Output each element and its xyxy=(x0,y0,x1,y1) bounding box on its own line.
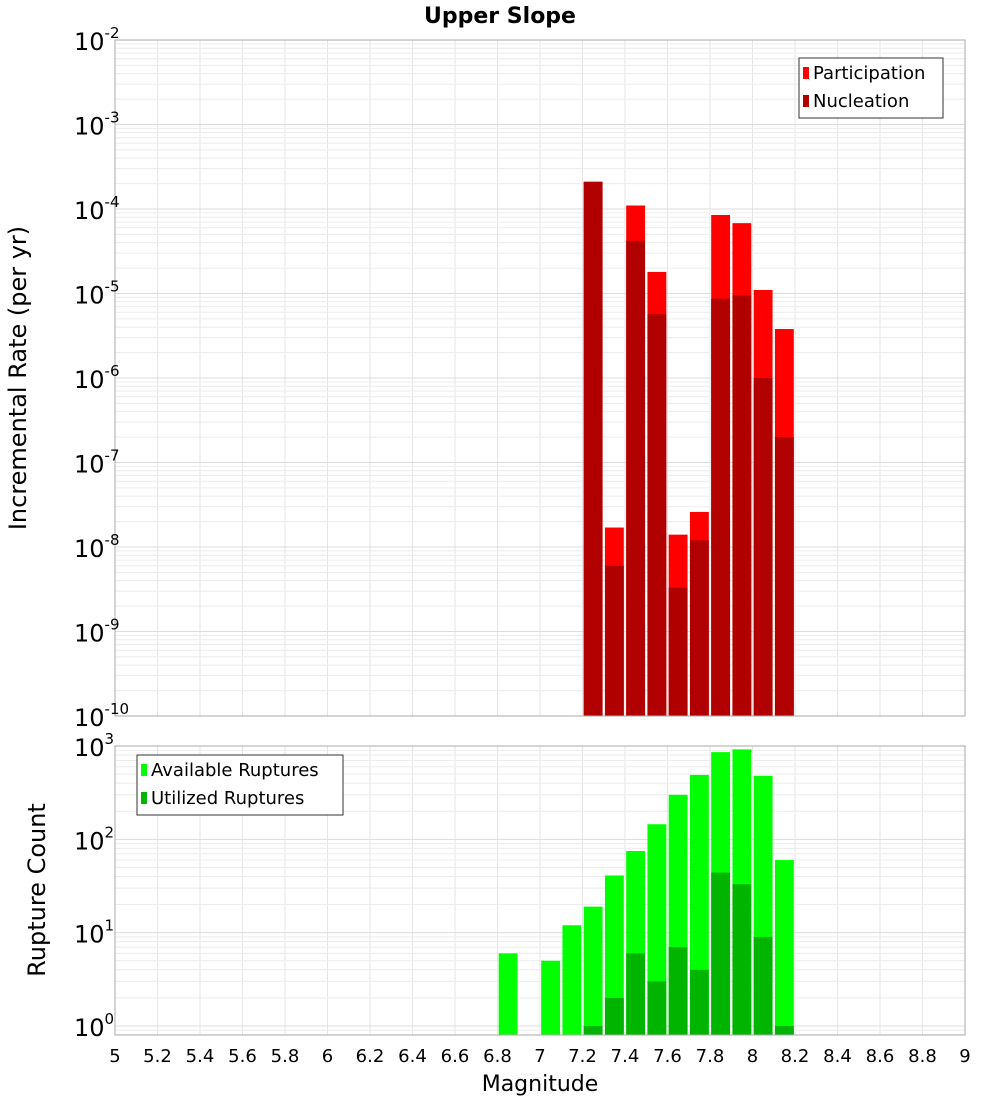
bar-nucleation xyxy=(711,298,731,716)
chart-title: Upper Slope xyxy=(424,4,576,29)
x-tick-label: 6.4 xyxy=(398,1046,427,1067)
y-tick-label: 10-2 xyxy=(74,24,120,56)
x-tick-label: 6.6 xyxy=(441,1046,470,1067)
bar-utilized-ruptures xyxy=(583,1025,603,1035)
bottom-y-tick-labels: 103 102 101 100 xyxy=(74,730,114,1042)
bar-available-ruptures xyxy=(498,953,518,1035)
top-y-tick-labels: 10-2 10-3 10-4 10-5 10-6 10-7 10-8 10-9 10-10 xyxy=(74,24,129,732)
bar-nucleation xyxy=(774,437,794,716)
bar-nucleation xyxy=(583,181,603,717)
bar-nucleation xyxy=(753,378,773,716)
x-tick-label: 6 xyxy=(322,1046,333,1067)
x-tick-label: 7 xyxy=(534,1046,545,1067)
x-tick-label: 8.8 xyxy=(908,1046,937,1067)
bar-utilized-ruptures xyxy=(668,947,688,1035)
y-tick-label: 10-8 xyxy=(74,531,120,563)
x-tick-label: 5 xyxy=(109,1046,120,1067)
legend-label: Nucleation xyxy=(813,91,909,112)
x-tick-label: 8.2 xyxy=(781,1046,810,1067)
legend-swatch xyxy=(803,95,809,107)
x-tick-label: 7.6 xyxy=(653,1046,682,1067)
bar-nucleation xyxy=(626,240,646,716)
x-tick-label: 7.4 xyxy=(611,1046,640,1067)
top-plot-panel: 10-2 10-3 10-4 10-5 10-6 10-7 10-8 10-9 10-10 Pa… xyxy=(74,24,966,732)
x-tick-label: 9 xyxy=(959,1046,970,1067)
x-tick-label: 6.8 xyxy=(483,1046,512,1067)
x-tick-label: 8 xyxy=(747,1046,758,1067)
y-tick-label: 10-10 xyxy=(74,700,129,732)
top-bars xyxy=(583,181,794,717)
legend-swatch xyxy=(141,764,147,776)
bottom-grid xyxy=(114,745,966,1036)
x-tick-label: 5.4 xyxy=(186,1046,215,1067)
x-tick-label: 7.2 xyxy=(568,1046,597,1067)
x-tick-label: 8.4 xyxy=(823,1046,852,1067)
bar-utilized-ruptures xyxy=(626,953,646,1035)
bar-nucleation xyxy=(647,314,667,716)
y-tick-label: 100 xyxy=(74,1010,114,1042)
x-tick-label: 8.6 xyxy=(866,1046,895,1067)
bar-utilized-ruptures xyxy=(711,872,731,1035)
legend-box xyxy=(136,754,344,816)
x-axis-label: Magnitude xyxy=(482,1072,599,1097)
top-y-axis-label: Incremental Rate (per yr) xyxy=(4,226,32,530)
top-plot-frame xyxy=(114,39,966,717)
bar-utilized-ruptures xyxy=(753,936,773,1035)
bar-available-ruptures xyxy=(583,906,603,1035)
x-tick-label: 5.8 xyxy=(271,1046,300,1067)
y-tick-label: 10-4 xyxy=(74,193,120,225)
legend-box xyxy=(798,57,944,119)
bar-utilized-ruptures xyxy=(604,997,624,1035)
bar-available-ruptures xyxy=(774,860,794,1035)
y-tick-label: 102 xyxy=(74,823,114,855)
bar-available-ruptures xyxy=(604,875,624,1035)
bar-available-ruptures xyxy=(541,960,561,1035)
y-tick-label: 10-9 xyxy=(74,616,120,648)
legend-label: Participation xyxy=(813,63,925,84)
top-legend: Participation Nucleation xyxy=(798,57,944,119)
bar-available-ruptures xyxy=(562,925,582,1035)
bar-nucleation xyxy=(604,565,624,716)
bottom-legend: Available Ruptures Utilized Ruptures xyxy=(136,754,344,816)
x-tick-labels: 5 5.2 5.4 5.6 5.8 6 6.2 6.4 6.6 6.8 7 7.2 7.4 7.6 7.8 8… xyxy=(109,1046,970,1067)
bottom-y-axis-label: Rupture Count xyxy=(23,803,51,977)
bar-utilized-ruptures xyxy=(774,1025,794,1035)
y-tick-label: 10-7 xyxy=(74,447,120,479)
y-tick-label: 10-6 xyxy=(74,362,120,394)
y-tick-label: 101 xyxy=(74,917,114,949)
top-grid xyxy=(114,39,966,717)
bar-utilized-ruptures xyxy=(647,981,667,1035)
bar-utilized-ruptures xyxy=(732,884,752,1035)
bar-utilized-ruptures xyxy=(689,969,709,1035)
bar-nucleation xyxy=(689,540,709,716)
bottom-plot-panel: 103 102 101 100 Available Ruptures Utilized … xyxy=(74,730,966,1042)
legend-swatch xyxy=(803,67,809,79)
x-tick-label: 6.2 xyxy=(356,1046,385,1067)
y-tick-label: 10-5 xyxy=(74,278,120,310)
bar-nucleation xyxy=(732,295,752,716)
x-tick-label: 5.2 xyxy=(143,1046,172,1067)
x-tick-label: 5.6 xyxy=(228,1046,257,1067)
legend-label: Available Ruptures xyxy=(151,760,319,781)
legend-swatch xyxy=(141,792,147,804)
bar-nucleation xyxy=(668,587,688,716)
bottom-bars xyxy=(498,749,794,1035)
x-tick-label: 7.8 xyxy=(696,1046,725,1067)
y-tick-label: 10-3 xyxy=(74,109,120,141)
legend-label: Utilized Ruptures xyxy=(151,788,304,809)
y-tick-label: 103 xyxy=(74,730,114,762)
bottom-plot-frame xyxy=(114,745,966,1036)
